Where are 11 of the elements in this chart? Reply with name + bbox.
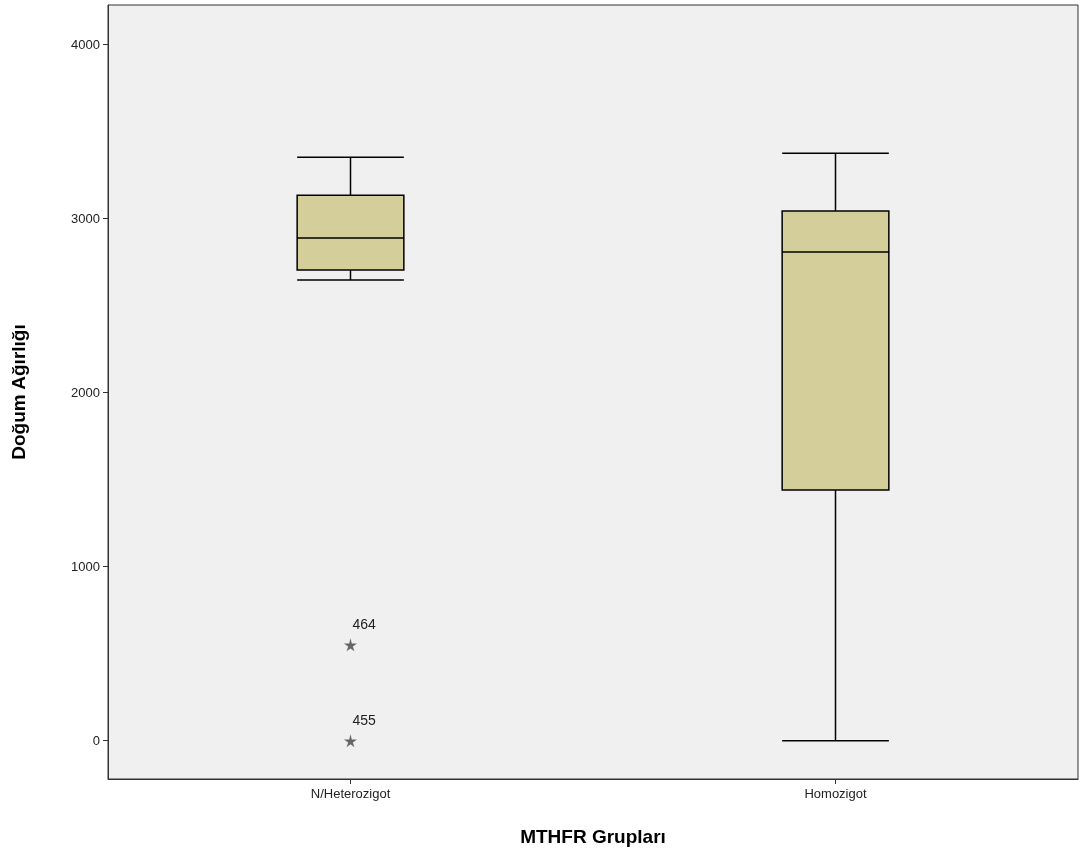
y-tick-label: 0 [92, 733, 100, 749]
x-axis-title: MTHFR Grupları [520, 826, 666, 847]
annotation: 455 [352, 711, 377, 728]
y-tick-label: 2000 [71, 384, 100, 400]
y-tick-label: 4000 [71, 36, 100, 52]
y-tick-label: 3000 [71, 210, 100, 226]
x-tick-label: N/Heterozigot [310, 786, 391, 801]
annotation: 464 [352, 615, 377, 632]
x-tick-label: Homozigot [804, 786, 867, 801]
y-tick-label: 1000 [71, 559, 100, 575]
y-axis-title: Doğum Ağırlığı [8, 324, 29, 460]
